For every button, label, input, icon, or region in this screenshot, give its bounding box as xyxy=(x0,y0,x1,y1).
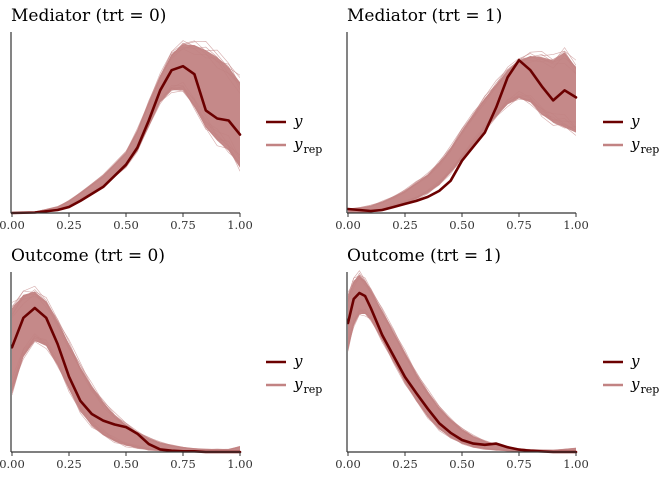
legend-y-label: y xyxy=(293,112,303,130)
legend-y-label: y xyxy=(630,352,640,370)
panel-2: Mediator (trt = 1) 0.00 0.25 0.50 0.75 1.00 xyxy=(335,6,589,232)
legend-yrep-label: yrep xyxy=(630,375,659,396)
yrep-draw-line xyxy=(12,85,240,213)
yrep-draws xyxy=(12,40,240,213)
y-observed-line xyxy=(346,291,578,454)
legend-yrep-label: yrep xyxy=(293,135,322,156)
panel-title: Outcome (trt = 1) xyxy=(347,246,501,266)
x-tick-label: 1.00 xyxy=(227,218,253,232)
yrep-draw-line xyxy=(12,40,240,213)
yrep-draws xyxy=(348,270,576,452)
y-observed-line xyxy=(10,64,242,215)
x-tick-label: 0.00 xyxy=(0,457,25,471)
panel-title: Mediator (trt = 1) xyxy=(347,6,502,26)
x-tick-label: 0.25 xyxy=(392,218,418,232)
yrep-draw-line xyxy=(348,50,576,210)
yrep-band xyxy=(348,275,576,452)
x-tick-label: 0.50 xyxy=(449,218,475,232)
yrep-draw-line xyxy=(348,54,576,210)
x-tick-label: 1.00 xyxy=(227,457,253,471)
legend: y yrep xyxy=(266,352,322,396)
x-tick-label: 1.00 xyxy=(563,218,589,232)
x-tick-label: 0.25 xyxy=(56,218,82,232)
x-tick-label: 0.50 xyxy=(449,457,475,471)
panel-4: Outcome (trt = 1) 0.00 0.25 0.50 0.75 1.00 xyxy=(335,246,589,471)
legend-yrep-label: yrep xyxy=(630,135,659,156)
yrep-draw-line xyxy=(348,272,576,451)
y-observed-line xyxy=(346,58,578,213)
x-tick-label: 0.00 xyxy=(0,218,25,232)
x-tick-label: 0.75 xyxy=(170,457,196,471)
yrep-draw-line xyxy=(348,275,576,451)
legend: y yrep xyxy=(603,352,659,396)
x-tick-label: 0.75 xyxy=(506,457,532,471)
x-tick-label: 0.75 xyxy=(506,218,532,232)
x-tick-label: 0.75 xyxy=(170,218,196,232)
yrep-draw-line xyxy=(12,285,240,450)
yrep-draw-line xyxy=(348,276,576,451)
panel-title: Outcome (trt = 0) xyxy=(11,246,165,266)
x-tick-label: 1.00 xyxy=(563,457,589,471)
yrep-draw-line xyxy=(348,276,576,451)
yrep-draws xyxy=(348,47,576,213)
x-tick-label: 0.25 xyxy=(392,457,418,471)
yrep-draw-line xyxy=(348,278,576,451)
legend: y yrep xyxy=(266,112,322,156)
yrep-draw-line xyxy=(12,40,240,213)
x-tick-label: 0.50 xyxy=(113,457,139,471)
yrep-draw-line xyxy=(348,309,576,452)
x-tick-label: 0.00 xyxy=(335,457,361,471)
legend-yrep-label: yrep xyxy=(293,375,322,396)
panel-3: Outcome (trt = 0) 0.00 0.25 0.50 0.75 1.00 xyxy=(0,246,253,471)
yrep-draw-line xyxy=(348,91,576,213)
x-tick-label: 0.25 xyxy=(56,457,82,471)
legend-y-label: y xyxy=(630,112,640,130)
panel-title: Mediator (trt = 0) xyxy=(11,6,166,26)
yrep-draw-line xyxy=(348,270,576,451)
legend-y-label: y xyxy=(293,352,303,370)
yrep-draw-line xyxy=(348,274,576,451)
x-tick-label: 0.50 xyxy=(113,218,139,232)
x-tick-label: 0.00 xyxy=(335,218,361,232)
panel-1: Mediator (trt = 0) 0.00 0.25 0.50 0.75 1.00 xyxy=(0,6,253,232)
legend: y yrep xyxy=(603,112,659,156)
